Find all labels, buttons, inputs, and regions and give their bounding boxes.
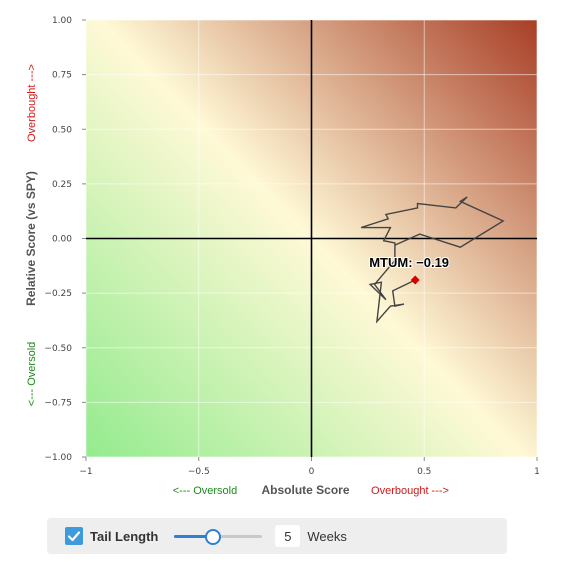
y-tick-label: 0.00 [52,235,72,245]
x-tick-label: 0 [309,467,315,477]
y-tick-label: −0.50 [44,344,72,354]
weeks-label: Weeks [307,528,347,544]
y-oversold-label: <--- Oversold [26,342,38,407]
mtum-trail-line [360,196,505,324]
y-overbought-label: Overbought ---> [26,64,38,142]
relative-rotation-chart: 1.000.750.500.250.00−0.25−0.50−0.75−1.00… [24,16,540,497]
zero-axes [86,20,537,457]
y-axis-title: Relative Score (vs SPY) [24,171,38,306]
tail-length-slider[interactable] [174,529,263,545]
y-axis-ticks: 1.00 0.75 0.50 0.25 0.00 −0.25 −0.50 −0.75 −1.00 [44,16,86,463]
checkmark-icon [67,531,81,542]
x-tick-label: 0.5 [417,467,431,477]
y-tick-label: −0.25 [44,289,72,299]
x-overbought-label: Overbought ---> [371,485,449,497]
tail-length-label[interactable]: Tail Length [90,528,159,544]
y-tick-label: 0.50 [52,125,72,135]
x-tick-label: 1 [534,467,540,477]
x-axis-title: Absolute Score [261,483,349,497]
y-tick-label: −0.75 [44,398,72,408]
weeks-value-field[interactable]: 5 [275,525,301,547]
y-tick-label: 0.75 [52,71,72,81]
y-tick-label: −1.00 [44,453,72,463]
slider-handle[interactable] [204,529,221,545]
x-tick-label: −1 [79,467,92,477]
tail-length-checkbox[interactable] [65,527,83,545]
y-tick-label: 1.00 [52,16,72,26]
x-tick-label: −0.5 [188,467,210,477]
mtum-current-point[interactable] [410,275,420,285]
mtum-point-label: MTUM: −0.19 [369,255,449,270]
x-axis-ticks: −1 −0.5 0 0.5 1 [79,457,540,477]
y-tick-label: 0.25 [52,180,72,190]
tail-controls-bar: Tail Length 5 Weeks [47,518,507,554]
x-oversold-label: <--- Oversold [173,485,238,497]
slider-fill [174,535,212,538]
